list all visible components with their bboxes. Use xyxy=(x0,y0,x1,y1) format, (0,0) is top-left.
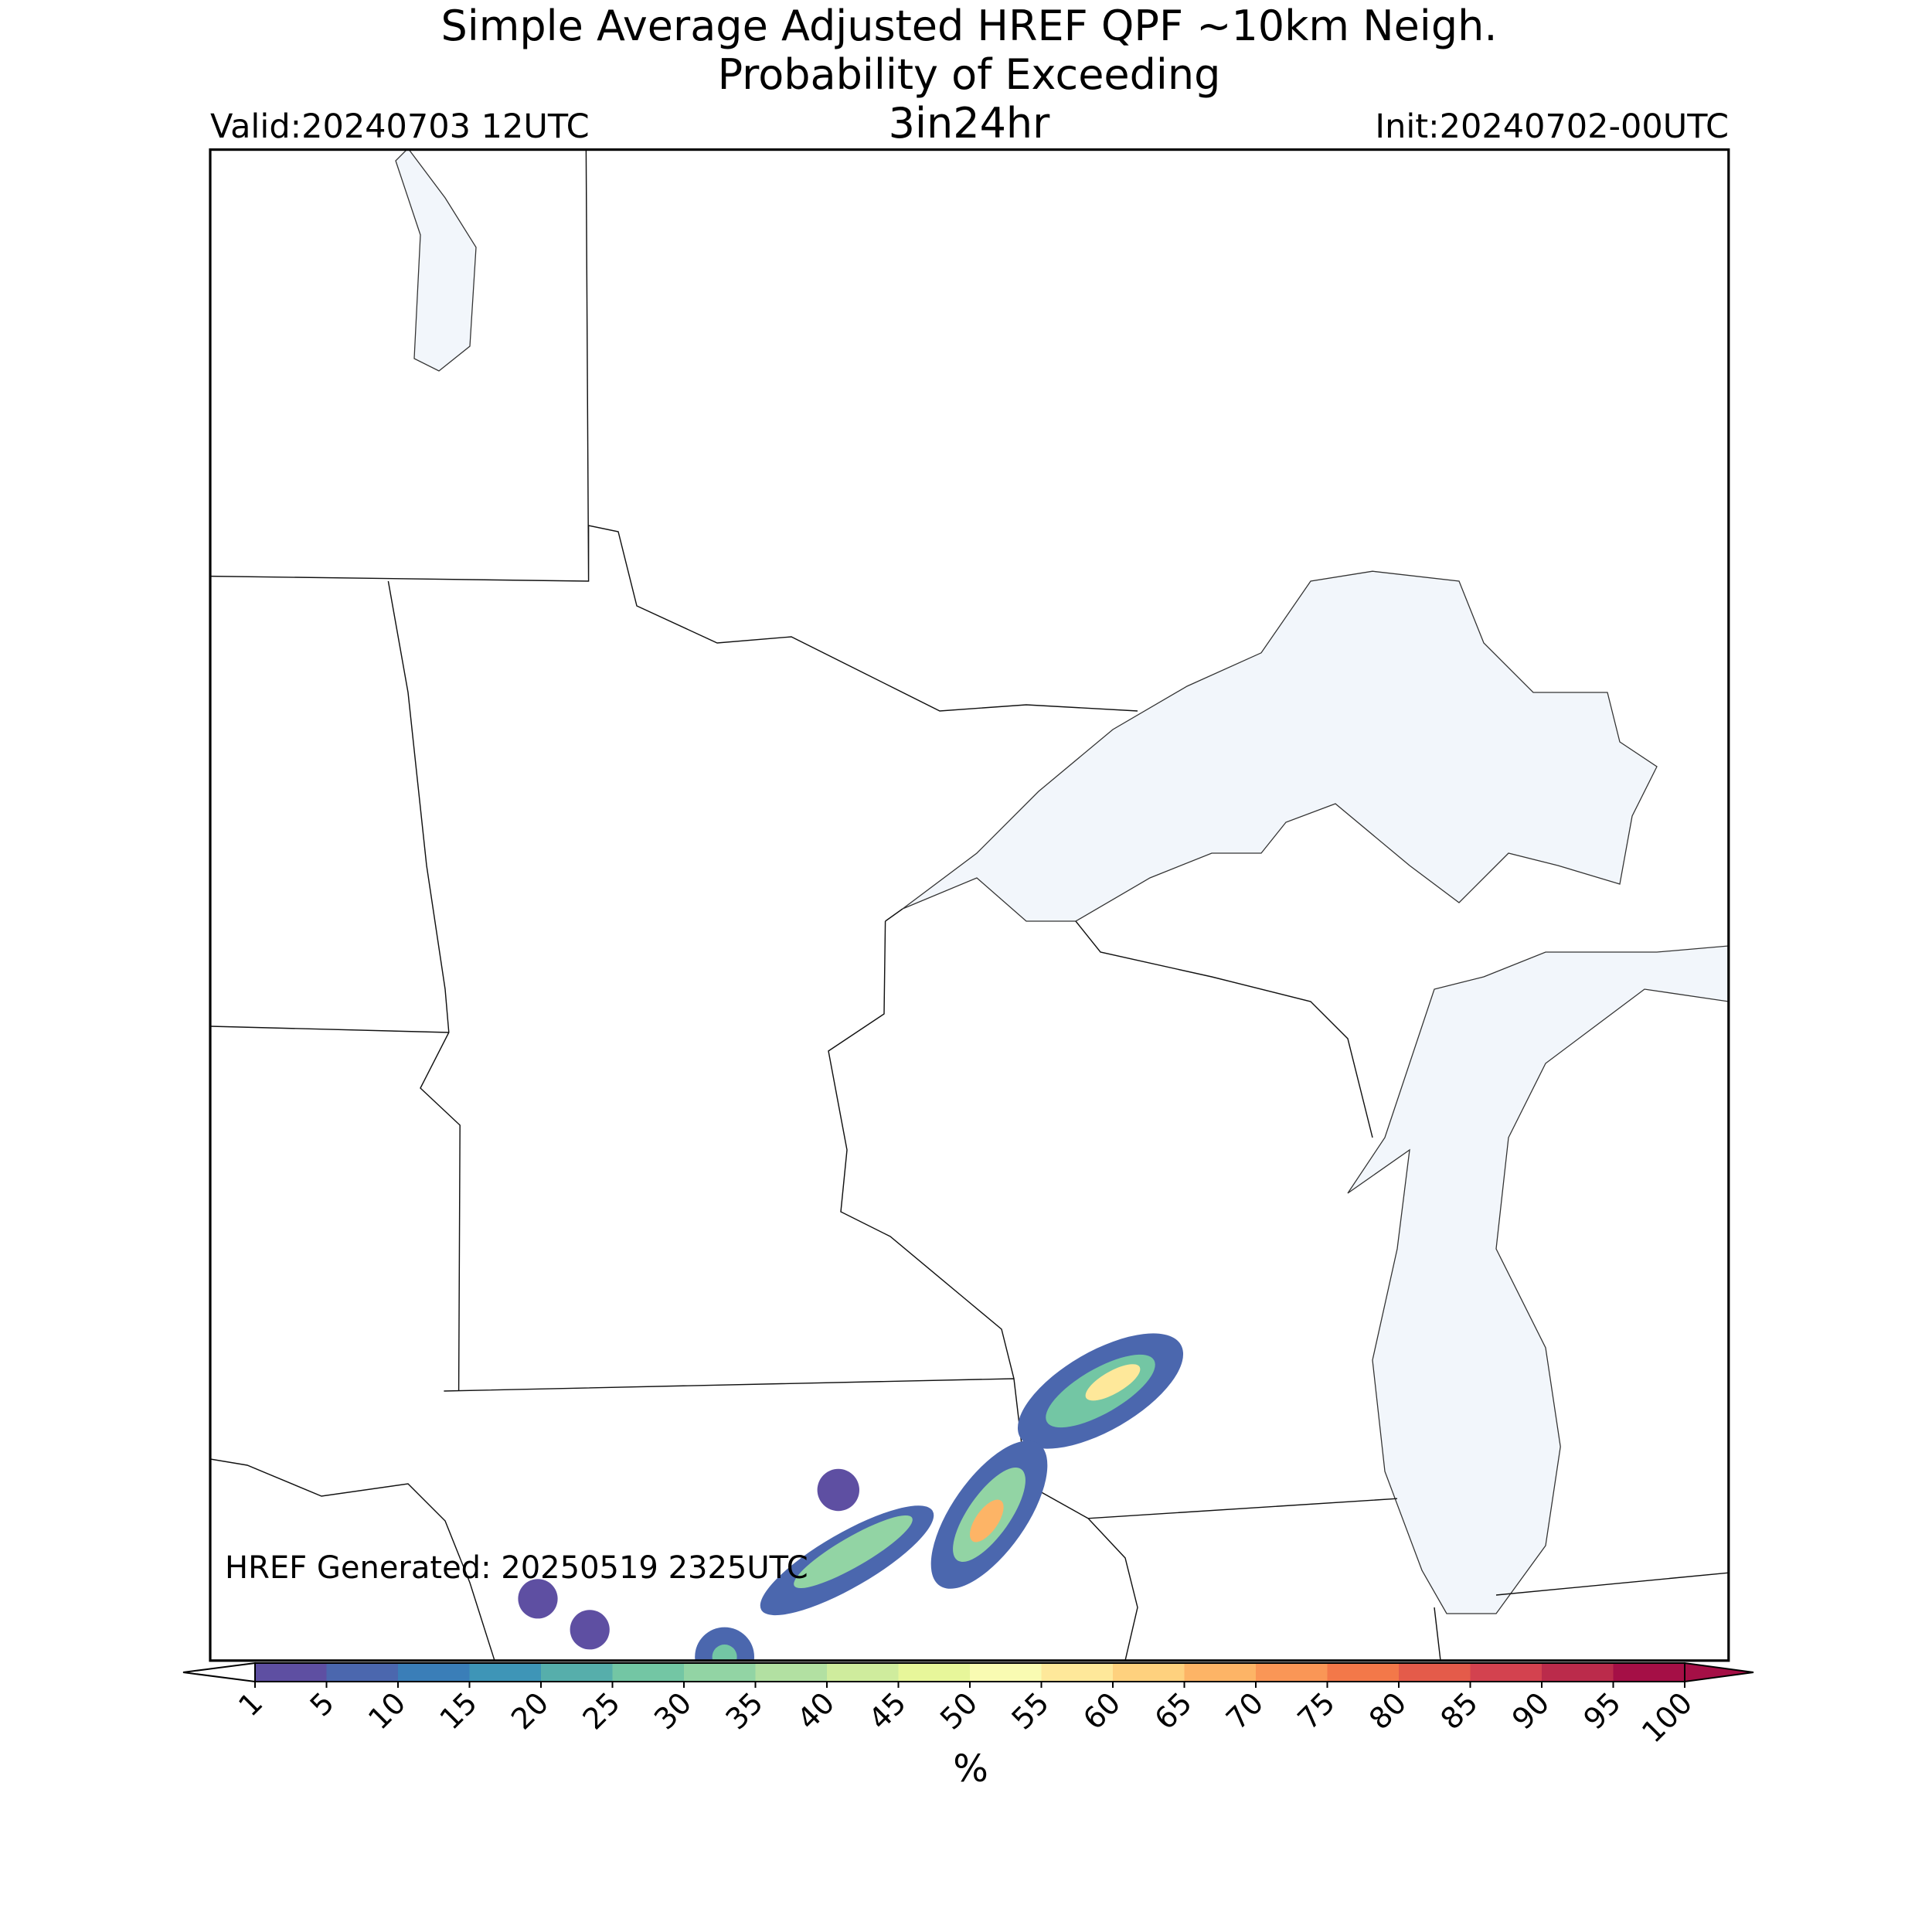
colorbar-segment xyxy=(827,1663,899,1682)
colorbar: 1 5 10 15 20 25 30 35 40 45 50 55 60 65 70 75 80 85 90 95 10… xyxy=(182,1662,1754,1750)
colorbar-segment xyxy=(684,1663,756,1682)
colorbar-tick-label: 60 xyxy=(1077,1685,1127,1736)
colorbar-tick-label: 80 xyxy=(1362,1685,1413,1736)
colorbar-tick-label: 5 xyxy=(304,1685,341,1723)
lake-winnipeg xyxy=(395,149,477,372)
colorbar-extend-high xyxy=(1684,1662,1754,1683)
probability-field xyxy=(518,1333,1184,1661)
map-frame xyxy=(209,148,1730,1662)
colorbar-tick-label: 85 xyxy=(1434,1685,1485,1736)
colorbar-tick-label: 65 xyxy=(1148,1685,1199,1736)
lake-superior xyxy=(902,570,1658,922)
colorbar-segment xyxy=(255,1663,327,1682)
colorbar-tick-label: 25 xyxy=(577,1685,627,1736)
lake-michigan xyxy=(1347,945,1729,1614)
colorbar-tick-label: 15 xyxy=(434,1685,484,1736)
generated-note: HREF Generated: 20250519 2325UTC xyxy=(225,1550,808,1586)
colorbar-segment xyxy=(398,1663,470,1682)
colorbar-tick-label: 90 xyxy=(1505,1685,1556,1736)
colorbar-segment xyxy=(1613,1663,1685,1682)
colorbar-tick-label: 20 xyxy=(505,1685,555,1736)
colorbar-tick-label: 10 xyxy=(362,1685,412,1736)
valid-time: Valid:20240703 12UTC xyxy=(210,107,590,146)
colorbar-tick-label: 95 xyxy=(1577,1685,1628,1736)
colorbar-segment xyxy=(970,1663,1042,1682)
colorbar-segment xyxy=(755,1663,828,1682)
colorbar-segment xyxy=(326,1663,399,1682)
colorbar-segment xyxy=(541,1663,613,1682)
init-time: Init:20240702-00UTC xyxy=(1375,107,1729,146)
colorbar-segment xyxy=(469,1663,542,1682)
colorbar-tick-label: 55 xyxy=(1005,1685,1056,1736)
colorbar-tick-label: 35 xyxy=(719,1685,770,1736)
colorbar-tick-label: 70 xyxy=(1219,1685,1270,1736)
title: Simple Average Adjusted HREF QPF ~10km N… xyxy=(441,2,1498,50)
colorbar-label: % xyxy=(953,1747,988,1791)
colorbar-tick-label: 50 xyxy=(934,1685,984,1736)
colorbar-segment xyxy=(1184,1663,1257,1682)
subtitle: Probability of Exceeding xyxy=(718,50,1221,99)
colorbar-segment xyxy=(1327,1663,1400,1682)
colorbar-tick-label: 45 xyxy=(862,1685,913,1736)
colorbar-segment xyxy=(1256,1663,1328,1682)
colorbar-segment xyxy=(1041,1663,1114,1682)
threshold: 3in24hr xyxy=(889,99,1051,148)
colorbar-tick-label: 100 xyxy=(1635,1685,1699,1749)
colorbar-segment xyxy=(1470,1663,1543,1682)
colorbar-segment xyxy=(1399,1663,1471,1682)
colorbar-segment xyxy=(1542,1663,1614,1682)
colorbar-segment xyxy=(612,1663,685,1682)
colorbar-tick-label: 30 xyxy=(648,1685,698,1736)
colorbar-tick-label: 75 xyxy=(1291,1685,1342,1736)
colorbar-segment xyxy=(1113,1663,1185,1682)
colorbar-segment xyxy=(898,1663,971,1682)
colorbar-tick-label: 40 xyxy=(791,1685,841,1736)
map xyxy=(209,148,1730,1662)
colorbar-extend-low xyxy=(182,1662,256,1683)
colorbar-tick-label: 1 xyxy=(232,1685,269,1723)
